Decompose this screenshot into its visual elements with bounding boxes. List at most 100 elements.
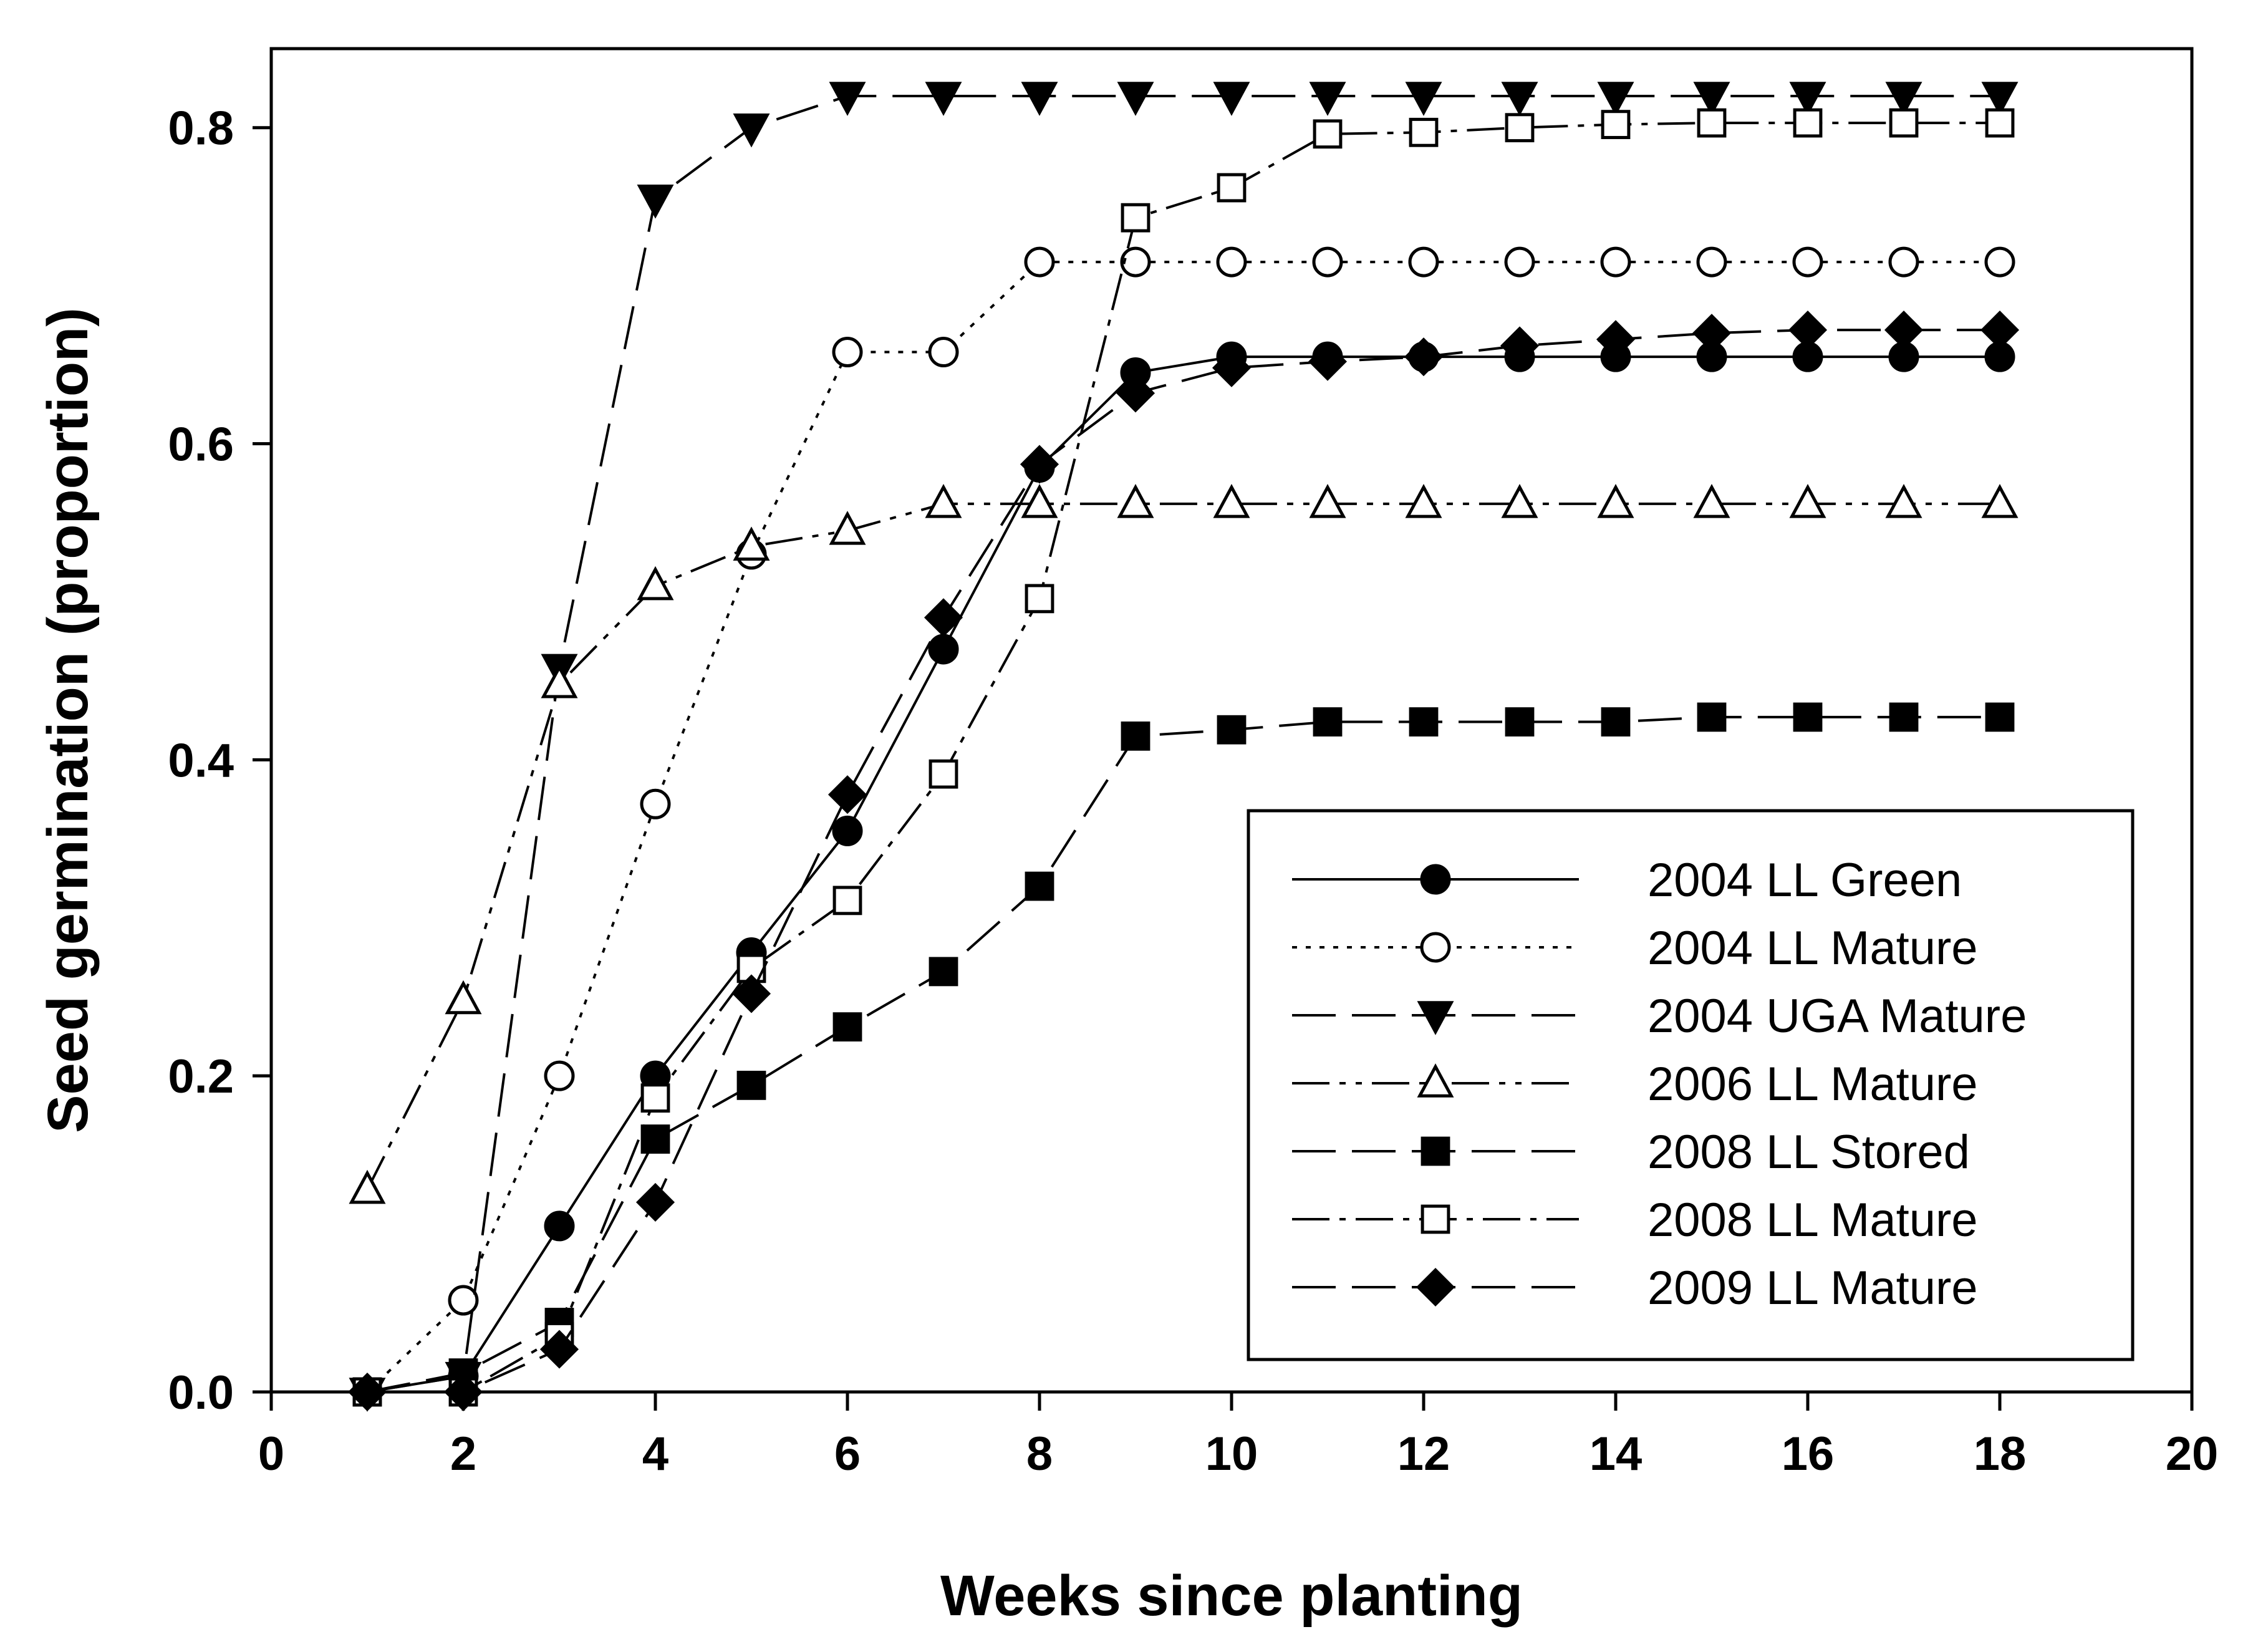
data-point <box>1885 82 1922 116</box>
legend-label: 2008 LL Mature <box>1647 1194 1978 1247</box>
series-line <box>366 502 2000 1191</box>
legend-item: 2009 LL Mature <box>1292 1262 1978 1315</box>
data-point <box>640 1124 670 1154</box>
data-point <box>544 1210 575 1242</box>
data-point <box>544 1060 575 1091</box>
data-point <box>1216 246 1247 278</box>
legend-item: 2004 LL Mature <box>1292 922 1978 975</box>
data-point <box>829 511 866 545</box>
legend-label: 2009 LL Mature <box>1647 1262 1978 1315</box>
legend-label: 2004 UGA Mature <box>1647 990 2027 1043</box>
data-point <box>1121 203 1151 233</box>
data-point <box>1313 119 1343 149</box>
legend-item: 2006 LL Mature <box>1292 1058 1978 1111</box>
y-tick-label: 0.6 <box>168 418 234 471</box>
data-point <box>637 566 674 601</box>
data-point <box>443 1372 483 1412</box>
y-tick-label: 0.0 <box>168 1366 234 1419</box>
legend-marker <box>1421 1136 1450 1166</box>
data-point <box>1120 246 1151 278</box>
data-point <box>1024 246 1055 278</box>
series-line <box>367 122 2000 1393</box>
data-point <box>1505 707 1535 737</box>
data-point <box>1312 246 1343 278</box>
data-point <box>1501 484 1538 518</box>
data-point <box>1313 707 1343 737</box>
series-2006-ll-mature <box>349 484 2019 1204</box>
data-point <box>1217 173 1247 203</box>
x-tick-label: 4 <box>642 1427 668 1481</box>
data-point <box>1121 721 1151 751</box>
data-point <box>1117 484 1154 518</box>
data-point <box>1409 117 1439 147</box>
x-tick-label: 16 <box>1782 1427 1835 1481</box>
data-point <box>1504 246 1535 278</box>
legend-marker <box>1420 864 1451 895</box>
data-point <box>1404 337 1444 377</box>
series-line <box>367 95 2000 1393</box>
series-layer <box>347 82 2020 1412</box>
data-point <box>829 82 866 116</box>
data-point <box>1116 374 1155 413</box>
x-tick-label: 0 <box>258 1427 284 1481</box>
data-point <box>1601 707 1631 737</box>
data-point <box>1793 108 1823 138</box>
x-tick-label: 10 <box>1205 1427 1258 1481</box>
data-point <box>1217 715 1247 745</box>
data-point <box>1600 246 1631 278</box>
data-point <box>1025 584 1054 614</box>
data-point <box>1789 484 1826 518</box>
legend-label: 2004 LL Mature <box>1647 922 1978 975</box>
data-point <box>1597 82 1634 116</box>
data-point <box>1308 342 1348 381</box>
legend-item: 2008 LL Mature <box>1292 1194 1978 1247</box>
data-point <box>731 974 771 1013</box>
legend-item: 2004 LL Green <box>1292 854 1962 907</box>
data-point <box>541 664 578 698</box>
data-point <box>1405 82 1442 116</box>
data-point <box>448 1285 479 1316</box>
series-2009-ll-mature <box>347 311 2020 1412</box>
data-point <box>640 788 671 819</box>
legend-marker <box>1420 932 1451 963</box>
data-point <box>1021 484 1058 518</box>
data-point <box>832 886 862 915</box>
legend-marker <box>1417 1063 1454 1098</box>
data-point <box>1693 82 1730 116</box>
data-point <box>1213 82 1250 116</box>
legend-marker <box>1417 1001 1454 1035</box>
data-point <box>1597 484 1634 518</box>
y-tick-label: 0.8 <box>168 102 234 155</box>
data-point <box>1980 311 2020 350</box>
data-point <box>1889 702 1919 732</box>
data-point <box>635 1182 675 1222</box>
legend-item: 2004 UGA Mature <box>1292 990 2027 1043</box>
data-point <box>1885 484 1922 518</box>
data-point <box>827 775 867 814</box>
data-point <box>1020 445 1059 484</box>
data-point <box>929 957 958 987</box>
series-line <box>367 715 2000 1393</box>
data-point <box>1021 82 1058 116</box>
data-point <box>1981 82 2019 116</box>
data-point <box>1213 484 1250 518</box>
data-point <box>832 337 863 368</box>
data-point <box>928 337 959 368</box>
legend: 2004 LL Green 2004 LL Mature 2004 UGA Matu… <box>1247 809 2135 1361</box>
data-point <box>1889 108 1919 138</box>
data-point <box>928 634 959 665</box>
y-axis-title: Seed germination (proportion) <box>36 307 100 1133</box>
x-tick-label: 12 <box>1397 1427 1450 1481</box>
y-tick-label: 0.2 <box>168 1050 234 1103</box>
data-point <box>1696 246 1727 278</box>
data-point <box>640 1083 670 1113</box>
data-point <box>832 815 863 846</box>
data-point <box>1788 311 1828 350</box>
legend-item: 2008 LL Stored <box>1292 1126 1970 1179</box>
legend-marker <box>1421 1204 1450 1234</box>
data-point <box>1693 484 1730 518</box>
data-point <box>1981 484 2019 518</box>
x-tick-label: 20 <box>2166 1427 2219 1481</box>
